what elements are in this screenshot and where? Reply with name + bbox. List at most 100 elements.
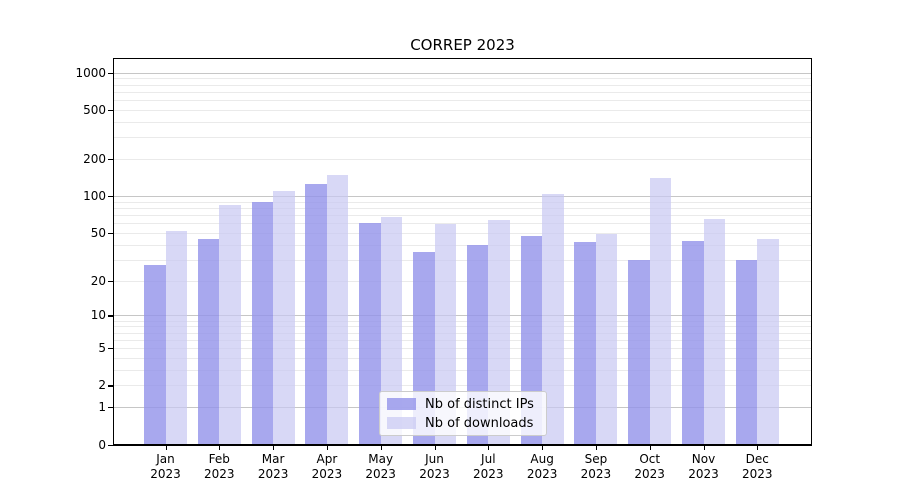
legend-item-distinct-ips: Nb of distinct IPs: [387, 397, 546, 412]
x-axis-tick-label: Feb 2023: [204, 452, 235, 481]
y-axis-tick-label: 5: [98, 341, 106, 356]
x-axis-tick: [219, 445, 221, 450]
gridline-major: [114, 315, 811, 317]
gridline-minor: [114, 332, 811, 334]
gridline-major: [114, 72, 811, 74]
x-axis-tick-label: May 2023: [365, 452, 396, 481]
bar-distinct-ips: [628, 259, 650, 445]
x-axis-tick: [380, 445, 382, 450]
y-axis-tick: [108, 159, 113, 161]
y-axis-tick: [108, 232, 113, 235]
gridline-minor: [114, 100, 811, 102]
bar-downloads: [542, 193, 564, 445]
gridline-minor: [114, 339, 811, 341]
x-axis-tick-label: Jul 2023: [473, 452, 504, 481]
bar-downloads: [649, 178, 672, 445]
x-axis-tick: [542, 445, 544, 450]
bar-downloads: [380, 216, 403, 445]
y-axis-tick-label: 100: [83, 189, 106, 204]
axis-spine-left: [112, 58, 114, 446]
y-axis-tick-label: 1000: [75, 65, 106, 80]
bar-downloads: [434, 224, 456, 445]
y-axis-tick: [108, 72, 113, 74]
x-axis-tick-label: Mar 2023: [257, 452, 289, 481]
x-axis-tick-label: Apr 2023: [311, 452, 343, 481]
axis-spine-top: [112, 58, 813, 60]
y-axis-tick-label: 200: [83, 152, 106, 167]
bar-distinct-ips: [359, 223, 381, 445]
x-axis-tick: [703, 445, 705, 450]
x-axis-tick-label: Oct 2023: [634, 452, 665, 481]
bar-distinct-ips: [305, 184, 327, 445]
x-axis-tick: [488, 445, 490, 450]
bar-downloads: [273, 191, 295, 445]
gridline-minor: [114, 223, 811, 225]
gridline-minor: [114, 348, 811, 350]
axis-spine-right: [811, 58, 813, 446]
bar-distinct-ips: [735, 259, 758, 445]
x-axis-tick: [649, 445, 651, 450]
gridline-minor: [114, 320, 811, 322]
y-axis-tick: [108, 315, 113, 317]
x-axis-tick-label: Dec 2023: [742, 452, 773, 481]
gridline-minor: [114, 369, 811, 371]
bar-downloads: [757, 238, 779, 445]
x-axis-tick: [757, 445, 759, 450]
axis-spine-bottom: [112, 443, 813, 446]
legend-swatch-downloads-icon: [387, 417, 416, 429]
legend-swatch-distinct-ips-icon: [387, 398, 416, 410]
gridline-minor: [114, 280, 811, 282]
x-axis-tick: [326, 445, 329, 450]
gridline-major: [114, 196, 811, 198]
y-axis-tick: [108, 407, 113, 409]
bar-distinct-ips: [251, 201, 274, 445]
gridline-minor: [114, 201, 811, 203]
x-axis-tick: [273, 445, 275, 450]
y-axis-tick-label: 0: [98, 437, 106, 452]
plot-area: [114, 58, 811, 445]
x-axis-tick-label: Aug 2023: [526, 452, 558, 481]
gridline-minor: [114, 110, 811, 112]
bar-downloads: [165, 230, 187, 445]
gridline-minor: [114, 215, 811, 217]
bar-downloads: [488, 219, 510, 445]
bar-distinct-ips: [144, 265, 166, 445]
y-axis-tick-label: 1: [98, 400, 106, 415]
gridline-minor: [114, 159, 811, 161]
y-axis-tick: [108, 280, 113, 282]
x-axis-tick-label: Sep 2023: [580, 452, 612, 481]
gridline-minor: [114, 244, 811, 246]
gridline-minor: [114, 259, 811, 261]
y-axis-tick: [108, 444, 113, 446]
gridline-minor: [114, 385, 811, 387]
bar-distinct-ips: [197, 238, 220, 445]
legend-label-distinct-ips: Nb of distinct IPs: [425, 396, 534, 412]
legend-item-downloads: Nb of downloads: [387, 416, 546, 431]
x-axis-tick: [434, 445, 436, 450]
gridline-minor: [114, 84, 811, 86]
gridline-minor: [114, 91, 811, 93]
x-axis-tick: [165, 445, 167, 450]
gridline-minor: [114, 326, 811, 328]
legend-label-downloads: Nb of downloads: [425, 415, 534, 431]
x-axis-tick-label: Nov 2023: [688, 452, 719, 481]
gridline-minor: [114, 357, 811, 359]
gridline-minor: [114, 232, 811, 234]
y-axis-tick: [108, 196, 113, 198]
bar-downloads: [219, 204, 241, 445]
y-axis-tick-label: 20: [90, 273, 106, 288]
y-axis-tick-label: 50: [90, 225, 106, 240]
gridline-minor: [114, 78, 811, 80]
y-axis-tick: [108, 385, 113, 387]
bar-distinct-ips: [682, 240, 704, 445]
legend: Nb of distinct IPs Nb of downloads: [379, 391, 547, 436]
y-axis-tick: [108, 110, 113, 112]
x-axis-tick-label: Jan 2023: [150, 452, 181, 481]
x-axis-tick-label: Jun 2023: [419, 452, 450, 481]
bar-downloads: [326, 174, 349, 445]
chart-title: CORREP 2023: [410, 36, 515, 54]
bar-downloads: [595, 234, 618, 445]
x-axis-tick: [595, 445, 598, 450]
gridline-minor: [114, 208, 811, 210]
